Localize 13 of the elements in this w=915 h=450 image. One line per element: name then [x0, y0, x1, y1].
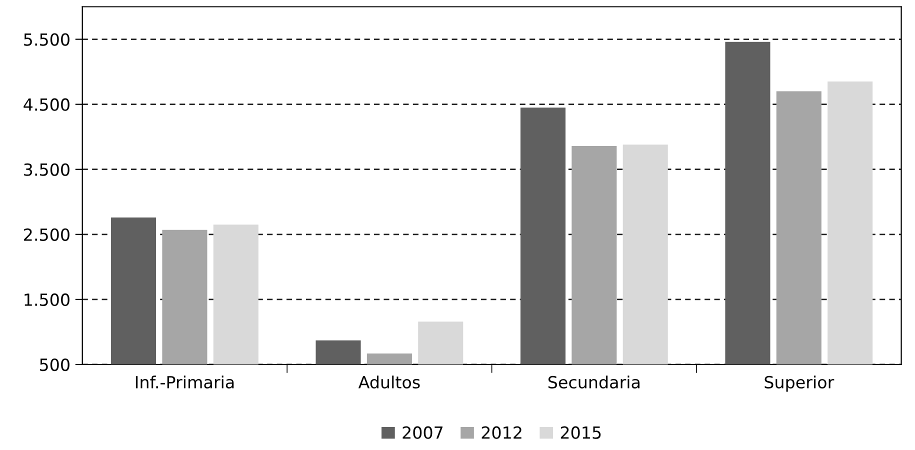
legend-label: 2012	[482, 426, 522, 439]
y-tick-label: 4.500	[24, 98, 70, 111]
legend-label: 2015	[560, 426, 601, 439]
y-tick-label: 1.500	[24, 293, 70, 306]
x-tick-label: Adultos	[358, 376, 420, 389]
y-tick-label: 2.500	[24, 228, 70, 241]
x-tick-label: Inf.-Primaria	[136, 376, 234, 389]
x-tick-label: Secundaria	[548, 376, 640, 389]
y-tick-label: 500	[40, 358, 70, 372]
y-tick-label: 3.500	[24, 163, 70, 176]
legend-label: 2007	[402, 426, 443, 439]
y-tick-label: 5.500	[24, 33, 70, 46]
x-tick-label: Superior	[764, 376, 834, 392]
